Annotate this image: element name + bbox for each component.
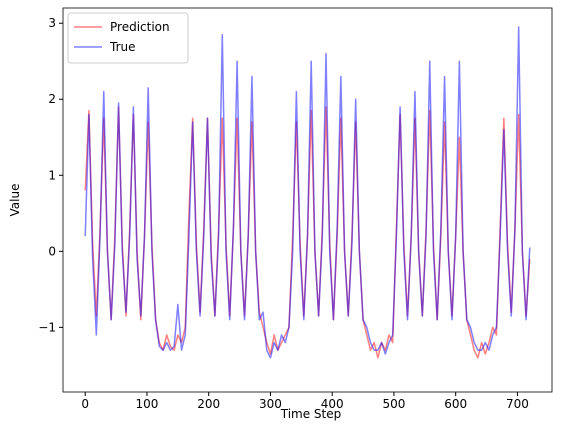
x-tick-label: 500 — [382, 397, 405, 411]
x-tick-label: 0 — [81, 397, 89, 411]
y-tick-label: 0 — [48, 244, 56, 258]
x-tick-label: 400 — [321, 397, 344, 411]
y-axis-label: Value — [8, 184, 22, 217]
series-line — [84, 26, 531, 359]
x-tick-label: 300 — [259, 397, 282, 411]
x-tick-label: 600 — [444, 397, 467, 411]
y-tick-label: −1 — [38, 320, 56, 334]
y-tick-label: 1 — [48, 168, 56, 182]
x-tick-label: 700 — [506, 397, 529, 411]
legend-box — [67, 12, 189, 64]
y-tick-label: 3 — [48, 16, 56, 30]
plot-frame — [62, 7, 553, 393]
x-tick-label: 100 — [136, 397, 159, 411]
x-axis-label: Time Step — [280, 407, 342, 421]
x-tick-label: 200 — [197, 397, 220, 411]
y-tick-label: 2 — [48, 92, 56, 106]
legend-label: True — [109, 40, 136, 54]
legend-label: Prediction — [110, 20, 170, 34]
